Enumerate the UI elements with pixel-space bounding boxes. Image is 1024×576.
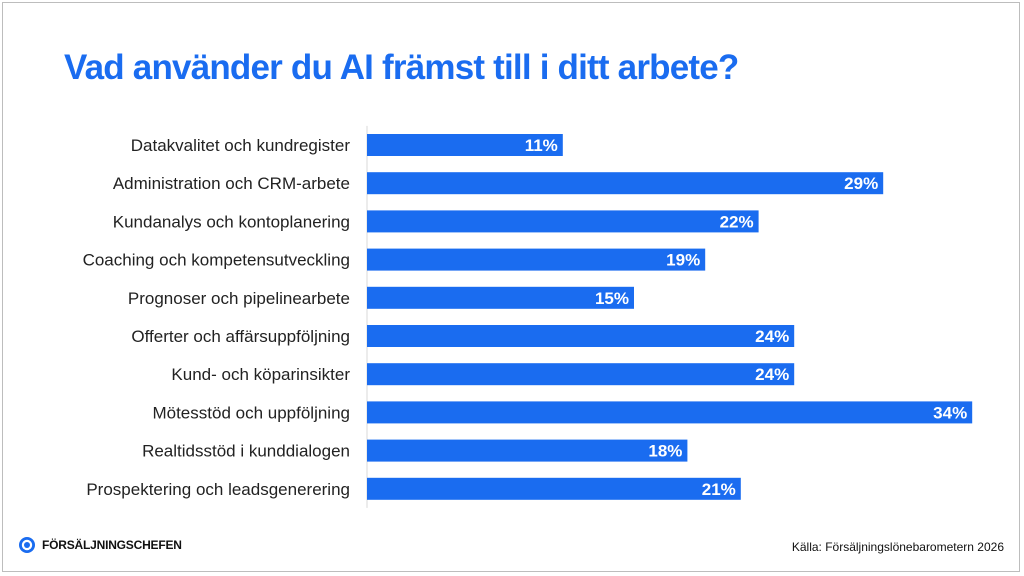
category-label: Administration och CRM-arbete (113, 174, 350, 193)
bar-group: Mötesstöd och uppföljning 34% (152, 401, 973, 424)
bar (367, 439, 688, 462)
bar-group: Coaching och kompetensutveckling 19% (83, 248, 706, 271)
bar-value-label: 34% (933, 403, 967, 422)
bar-group: Prospektering och leadsgenerering 21% (86, 477, 741, 500)
bar-group: Kund- och köparinsikter 24% (171, 363, 795, 386)
bar-value-label: 24% (755, 365, 789, 384)
category-label: Coaching och kompetensutveckling (83, 251, 350, 270)
bar-group: Datakvalitet och kundregister 11% (131, 134, 563, 156)
target-logo-icon (19, 537, 35, 553)
brand-logo: FÖRSÄLJNINGSCHEFEN (18, 536, 182, 554)
bar-group: Realtidsstöd i kunddialogen 18% (142, 439, 688, 462)
bar-value-label: 18% (648, 442, 682, 461)
bar-group: Prognoser och pipelinearbete 15% (128, 286, 634, 309)
bar (367, 363, 795, 386)
category-label: Kund- och köparinsikter (171, 365, 350, 384)
bar (367, 210, 759, 233)
bar-value-label: 24% (755, 327, 789, 346)
bar-value-label: 21% (702, 480, 736, 499)
source-note: Källa: Försäljningslönebarometern 2026 (791, 540, 1004, 554)
brand-name: FÖRSÄLJNINGSCHEFEN (42, 538, 182, 552)
bar-group: Administration och CRM-arbete 29% (113, 172, 884, 195)
category-label: Datakvalitet och kundregister (131, 136, 351, 155)
category-label: Mötesstöd och uppföljning (152, 403, 350, 422)
bar-value-label: 29% (844, 174, 878, 193)
bar (367, 401, 973, 424)
category-label: Offerter och affärsuppföljning (131, 327, 350, 346)
bar-value-label: 22% (720, 212, 754, 231)
bar (367, 286, 634, 309)
bar (367, 172, 884, 195)
bar (367, 134, 563, 156)
bar-value-label: 19% (666, 251, 700, 270)
category-label: Kundanalys och kontoplanering (113, 212, 350, 231)
bar-value-label: 15% (595, 289, 629, 308)
category-label: Realtidsstöd i kunddialogen (142, 442, 350, 461)
bar-value-label: 11% (525, 136, 558, 155)
bar (367, 325, 795, 347)
chart-title: Vad använder du AI främst till i ditt ar… (64, 48, 739, 87)
bar (367, 248, 706, 271)
bar-group: Offerter och affärsuppföljning 24% (131, 325, 795, 347)
bar-group: Kundanalys och kontoplanering 22% (113, 210, 759, 233)
category-label: Prospektering och leadsgenerering (86, 480, 350, 499)
category-label: Prognoser och pipelinearbete (128, 289, 350, 308)
bar (367, 477, 741, 500)
